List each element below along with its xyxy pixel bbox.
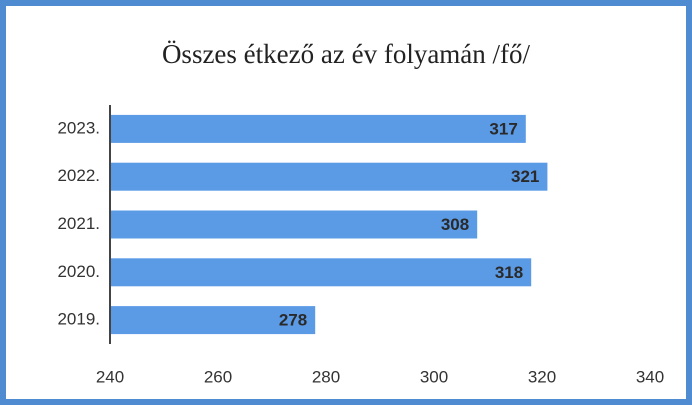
y-tick-label: 2022. [57, 166, 100, 185]
x-tick-label: 260 [204, 367, 232, 386]
y-tick-label: 2021. [57, 214, 100, 233]
chart-title: Összes étkező az év folyamán /fő/ [162, 39, 531, 69]
x-tick-label: 340 [636, 367, 664, 386]
bar [110, 210, 478, 239]
x-tick-label: 280 [312, 367, 340, 386]
data-label: 321 [511, 167, 539, 186]
bar [110, 258, 532, 287]
y-tick-label: 2019. [57, 310, 100, 329]
y-tick-label: 2020. [57, 262, 100, 281]
y-tick-label: 2023. [57, 118, 100, 137]
data-label: 318 [495, 263, 523, 282]
data-label: 317 [489, 119, 517, 138]
data-label: 278 [279, 311, 307, 330]
bar [110, 306, 316, 335]
bar [110, 162, 548, 191]
x-tick-label: 240 [96, 367, 124, 386]
data-label: 308 [441, 215, 469, 234]
x-tick-label: 300 [420, 367, 448, 386]
bar [110, 114, 526, 143]
x-tick-label: 320 [528, 367, 556, 386]
